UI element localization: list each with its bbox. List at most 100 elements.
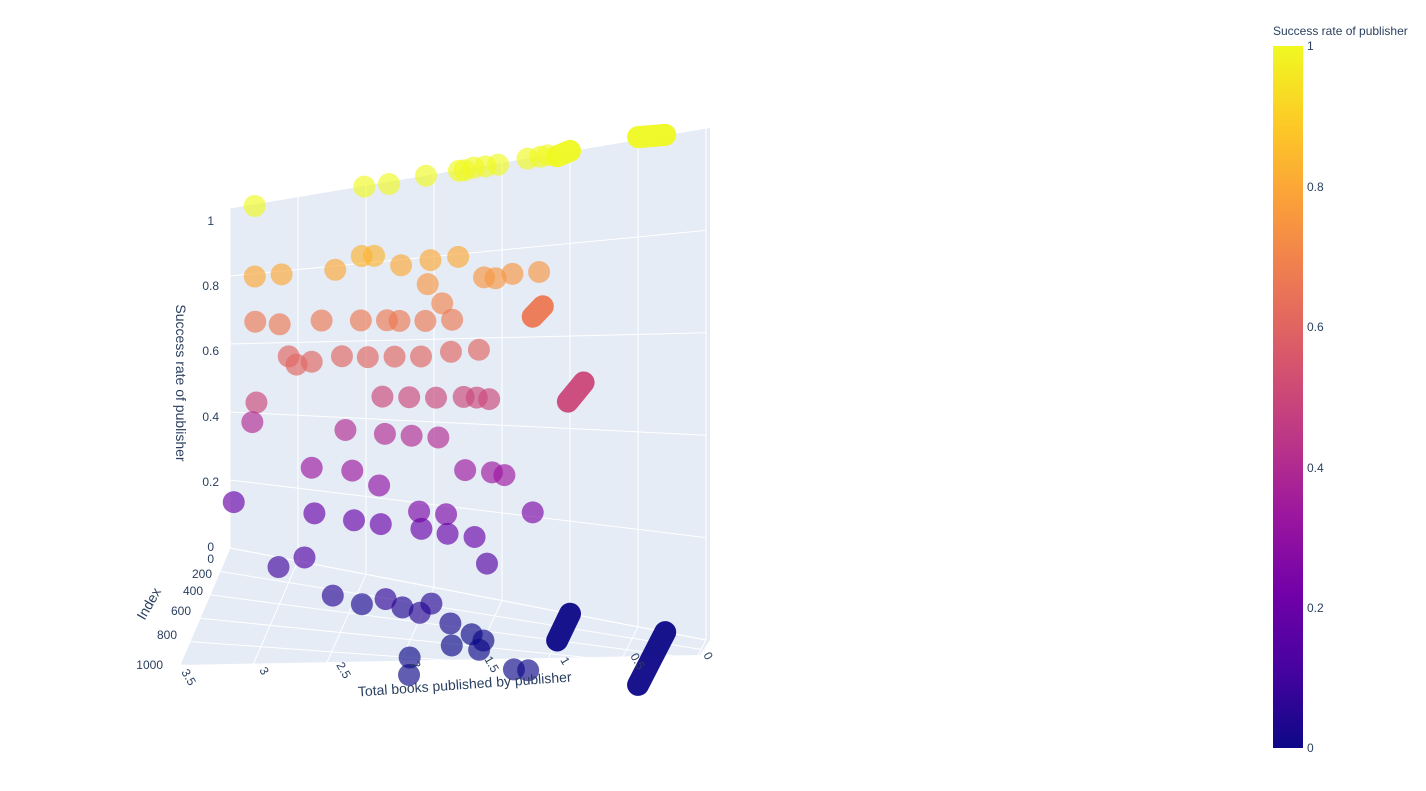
data-point xyxy=(398,663,421,686)
data-line xyxy=(521,295,554,328)
data-point xyxy=(408,601,431,624)
x-tick-label: 3 xyxy=(256,665,272,678)
data-point xyxy=(468,638,491,661)
data-point xyxy=(349,309,372,332)
y-tick-label: 1000 xyxy=(136,658,163,672)
data-point xyxy=(383,345,406,368)
data-point xyxy=(243,194,266,217)
data-line xyxy=(556,371,595,413)
data-point xyxy=(267,556,290,579)
data-point xyxy=(521,501,544,524)
data-point xyxy=(408,500,431,523)
z-gridline xyxy=(229,411,707,436)
z-axis: 0 0.2 0.4 0.6 0.8 1 Success rate of publ… xyxy=(173,214,219,554)
data-line xyxy=(627,621,677,696)
data-point xyxy=(463,526,486,549)
data-point xyxy=(374,588,397,611)
data-point xyxy=(419,249,442,272)
data-point xyxy=(300,456,323,479)
data-point xyxy=(398,386,421,409)
data-point xyxy=(268,313,291,336)
data-point xyxy=(373,422,396,445)
data-point xyxy=(222,491,245,514)
data-point xyxy=(501,262,524,285)
data-point xyxy=(435,503,458,526)
data-point xyxy=(371,385,394,408)
x-gridline-floor xyxy=(608,626,639,684)
data-point xyxy=(303,502,326,525)
data-point xyxy=(343,509,365,532)
data-point xyxy=(476,552,498,575)
data-point xyxy=(363,244,386,267)
data-point xyxy=(334,418,357,441)
data-point xyxy=(350,593,373,616)
data-point xyxy=(427,426,450,449)
z-tick-label: 0 xyxy=(207,540,214,554)
z-gridline xyxy=(229,332,707,345)
colorbar-gradient xyxy=(1273,46,1303,748)
data-point xyxy=(293,546,316,569)
colorbar-tick-label: 0 xyxy=(1307,741,1314,755)
floor-pane xyxy=(180,548,710,665)
data-point xyxy=(330,345,353,368)
data-point xyxy=(439,340,462,363)
colorbar-tick-label: 0.4 xyxy=(1307,461,1324,475)
data-point xyxy=(310,309,333,332)
y-tick-label: 0 xyxy=(207,552,214,566)
data-point xyxy=(244,310,267,333)
colorbar-title: Success rate of publisher xyxy=(1273,24,1408,38)
data-line xyxy=(546,139,581,168)
data-point xyxy=(416,273,439,296)
data-point xyxy=(516,147,539,170)
y-gridline-floor xyxy=(219,570,702,650)
data-point xyxy=(447,245,470,268)
data-line xyxy=(546,602,581,652)
y-tick-label: 800 xyxy=(157,628,177,642)
z-tick-label: 0.8 xyxy=(202,279,219,293)
data-point xyxy=(388,309,411,332)
data-point xyxy=(484,267,507,290)
data-lines xyxy=(521,123,677,696)
z-tick-label: 0.2 xyxy=(202,475,219,489)
data-point xyxy=(353,175,376,198)
data-point xyxy=(368,474,391,497)
data-point xyxy=(241,411,264,434)
data-point xyxy=(324,258,347,281)
colorbar-tick-label: 0.8 xyxy=(1307,180,1324,194)
data-point xyxy=(528,261,551,284)
data-point xyxy=(321,584,344,607)
colorbar: Success rate of publisher 0 0.2 0.4 0.6 … xyxy=(1273,24,1408,755)
x-tick-label: 2.5 xyxy=(333,660,354,682)
data-point xyxy=(243,265,266,288)
x-gridline-floor xyxy=(680,639,707,688)
y-axis-title: Index xyxy=(133,585,164,623)
data-point xyxy=(487,153,510,176)
data-point xyxy=(245,391,268,414)
data-point xyxy=(356,346,379,369)
y-gridline-floor xyxy=(189,641,687,678)
data-point xyxy=(398,646,421,669)
x-tick-label: 0 xyxy=(700,650,716,663)
y-tick-label: 200 xyxy=(192,567,212,581)
data-point xyxy=(414,309,437,332)
data-point xyxy=(425,386,448,409)
data-point xyxy=(439,612,462,635)
data-point xyxy=(436,522,459,545)
data-points xyxy=(222,144,559,686)
z-axis-title: Success rate of publisher xyxy=(173,304,189,462)
data-point xyxy=(390,254,413,277)
z-tick-label: 0.6 xyxy=(202,344,219,358)
data-point xyxy=(410,345,433,368)
data-point xyxy=(391,596,414,619)
data-point xyxy=(493,464,516,487)
x-axis-title: Total books published by publisher xyxy=(357,669,572,700)
colorbar-tick-label: 0.2 xyxy=(1307,601,1324,615)
data-point xyxy=(467,338,490,361)
data-point xyxy=(369,513,392,536)
z-gridline xyxy=(229,479,707,539)
data-line xyxy=(627,123,677,149)
x-gridline-floor xyxy=(251,560,299,669)
x-gridline-floor xyxy=(179,547,231,666)
data-point xyxy=(431,292,454,315)
